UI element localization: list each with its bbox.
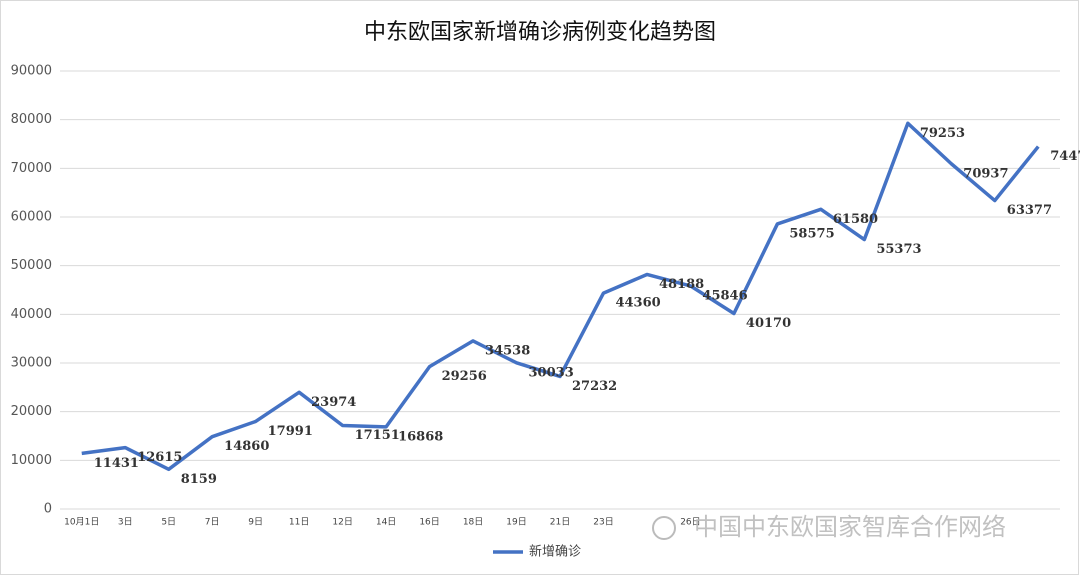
watermark-icon <box>652 516 676 540</box>
data-label: 8159 <box>181 472 217 487</box>
x-tick-label: 9日 <box>248 517 263 528</box>
data-label: 12615 <box>137 450 182 465</box>
data-label: 34538 <box>485 343 530 358</box>
y-tick-label: 40000 <box>11 307 52 322</box>
x-tick-label: 21日 <box>550 517 570 528</box>
x-tick-label: 18日 <box>463 517 483 528</box>
data-label: 27232 <box>572 379 617 394</box>
data-label: 45846 <box>702 288 747 303</box>
data-label: 74479 <box>1050 149 1080 164</box>
data-label: 61580 <box>833 212 878 227</box>
data-label: 40170 <box>746 316 791 331</box>
data-label: 70937 <box>963 166 1008 181</box>
y-tick-label: 0 <box>44 502 52 517</box>
y-tick-label: 80000 <box>11 112 52 127</box>
x-tick-label: 23日 <box>593 517 613 528</box>
data-label: 79253 <box>920 126 965 141</box>
y-tick-label: 90000 <box>11 64 52 79</box>
series-line <box>81 121 1040 472</box>
x-tick-label: 11日 <box>289 517 309 528</box>
x-tick-label: 26日 <box>680 517 700 528</box>
data-label: 11431 <box>94 456 139 471</box>
x-tick-label: 5日 <box>161 517 176 528</box>
legend-label: 新增确诊 <box>529 544 581 560</box>
data-label: 14860 <box>224 439 269 454</box>
data-label: 29256 <box>442 369 487 384</box>
data-label: 23974 <box>311 395 356 410</box>
y-tick-label: 10000 <box>11 453 52 468</box>
y-tick-label: 30000 <box>11 356 52 371</box>
x-tick-label: 16日 <box>419 517 439 528</box>
data-label: 55373 <box>876 242 921 257</box>
x-tick-label: 19日 <box>506 517 526 528</box>
y-tick-label: 60000 <box>11 210 52 225</box>
chart-title: 中东欧国家新增确诊病例变化趋势图 <box>364 20 716 45</box>
x-tick-label: 12日 <box>332 517 352 528</box>
watermark: 中国中东欧国家智库合作网络 <box>694 513 1006 541</box>
data-label: 17151 <box>355 428 400 443</box>
data-label: 58575 <box>789 226 834 241</box>
watermark-group: 中国中东欧国家智库合作网络 <box>652 513 1006 541</box>
data-label: 30033 <box>529 365 574 380</box>
y-tick-label: 50000 <box>11 258 52 273</box>
data-label: 48188 <box>659 277 704 292</box>
data-label: 63377 <box>1007 203 1052 218</box>
x-tick-label: 3日 <box>118 517 133 528</box>
x-tick-label: 14日 <box>376 517 396 528</box>
y-tick-label: 20000 <box>11 404 52 419</box>
data-label: 44360 <box>615 296 660 311</box>
x-tick-label: 7日 <box>205 517 220 528</box>
y-tick-label: 70000 <box>11 161 52 176</box>
data-label: 16868 <box>398 429 443 444</box>
x-tick-label: 10月1日 <box>64 517 99 528</box>
data-label: 17991 <box>268 424 313 439</box>
